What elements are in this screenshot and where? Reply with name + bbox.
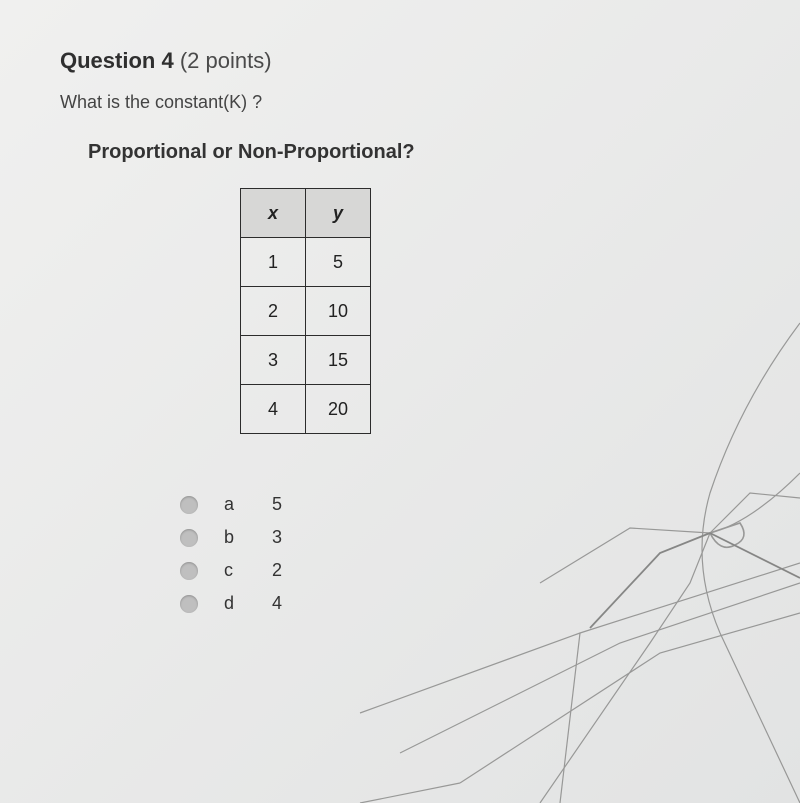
question-points: (2 points) [174,48,272,73]
table-cell: 5 [306,238,371,287]
table-cell: 15 [306,336,371,385]
table-header-x: x [241,189,306,238]
choice-letter: d [224,593,254,614]
choice-value: 5 [272,494,282,515]
choice-value: 2 [272,560,282,581]
table-cell: 2 [241,287,306,336]
table-cell: 4 [241,385,306,434]
table-cell: 10 [306,287,371,336]
question-subheading: Proportional or Non-Proportional? [88,141,740,164]
choice-letter: c [224,560,254,581]
choice-d[interactable]: d 4 [180,593,740,614]
xy-table: x y 1 5 2 10 3 15 4 20 [240,188,371,434]
radio-icon[interactable] [180,562,198,580]
radio-icon[interactable] [180,595,198,613]
answer-choices: a 5 b 3 c 2 d 4 [180,494,740,614]
radio-icon[interactable] [180,496,198,514]
table-cell: 1 [241,238,306,287]
table-cell: 3 [241,336,306,385]
table-header-y: y [306,189,371,238]
radio-icon[interactable] [180,529,198,547]
table-row: 3 15 [241,336,371,385]
quiz-page: Question 4 (2 points) What is the consta… [0,0,800,803]
question-label-prefix: Question [60,48,161,73]
choice-a[interactable]: a 5 [180,494,740,515]
question-header: Question 4 (2 points) [60,48,740,74]
table-cell: 20 [306,385,371,434]
question-prompt: What is the constant(K) ? [60,92,740,113]
table-row: 1 5 [241,238,371,287]
choice-value: 3 [272,527,282,548]
choice-letter: a [224,494,254,515]
choice-letter: b [224,527,254,548]
choice-b[interactable]: b 3 [180,527,740,548]
choice-value: 4 [272,593,282,614]
table-row: 4 20 [241,385,371,434]
choice-c[interactable]: c 2 [180,560,740,581]
table-row: 2 10 [241,287,371,336]
question-number: 4 [161,48,173,73]
